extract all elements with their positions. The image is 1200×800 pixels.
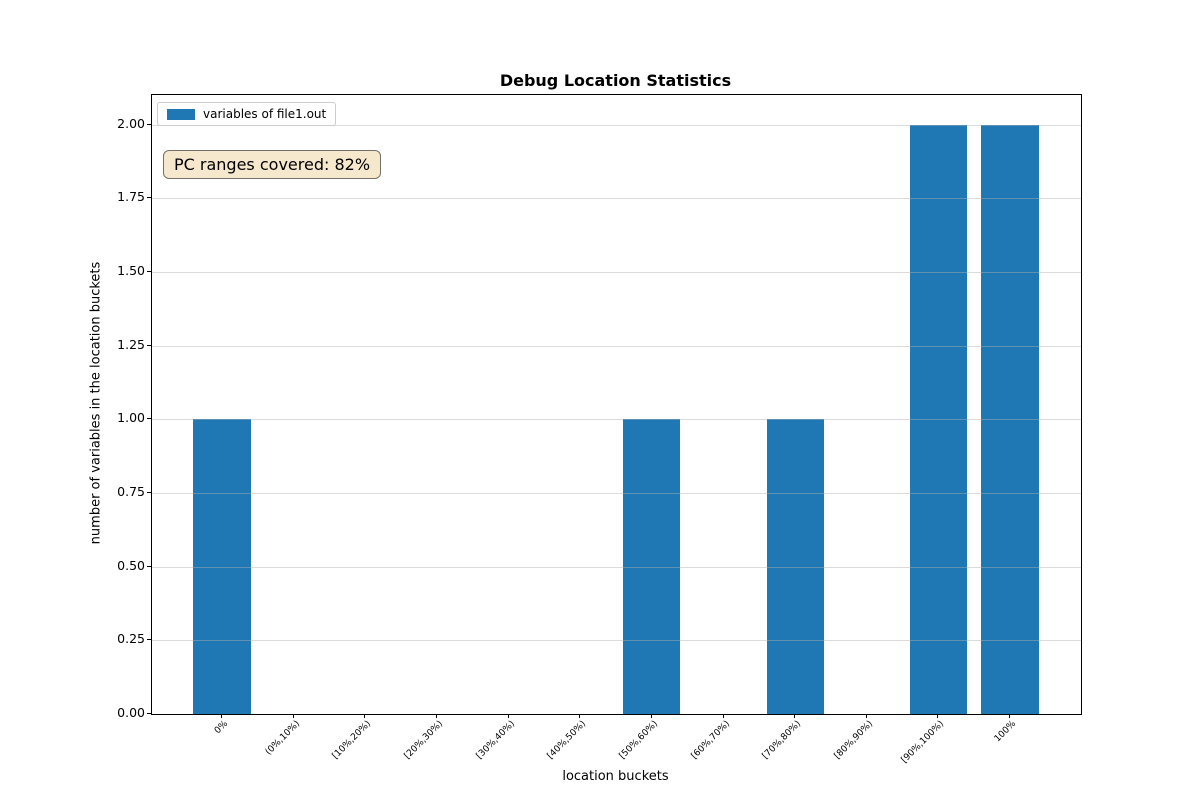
chart-title: Debug Location Statistics — [499, 71, 732, 90]
x-tick-label: [40%,50%) — [545, 719, 589, 762]
gridline — [152, 492, 1081, 494]
x-axis-label: location buckets — [562, 769, 669, 784]
bar-0% — [193, 419, 251, 714]
gridline — [152, 271, 1081, 273]
x-tick-label: (0%,10%) — [263, 719, 302, 758]
legend-swatch-icon — [167, 108, 195, 120]
annotation-pc-ranges: PC ranges covered: 82% — [163, 150, 382, 179]
y-tick-label: 1.25 — [117, 336, 145, 352]
x-tick-mark — [579, 714, 581, 718]
y-tick-label: 1.75 — [117, 189, 145, 205]
gridline — [152, 640, 1081, 642]
y-tick-mark — [147, 565, 151, 567]
y-tick-label: 0.50 — [117, 557, 145, 573]
x-tick-label: [90%,100%) — [900, 719, 947, 766]
y-tick-label: 1.50 — [117, 262, 145, 278]
x-tick-mark — [221, 714, 222, 718]
gridline — [152, 345, 1081, 347]
x-tick-mark — [435, 714, 437, 718]
legend: variables of file1.out — [157, 102, 337, 126]
x-tick-label: [50%,60%) — [617, 719, 660, 762]
x-tick-mark — [650, 714, 652, 718]
x-tick-label: [60%,70%) — [689, 719, 732, 762]
y-tick-label: 0.25 — [117, 631, 145, 647]
y-tick-label: 1.00 — [117, 410, 145, 426]
y-tick-label: 0.00 — [117, 705, 145, 720]
y-tick-mark — [147, 713, 151, 714]
y-tick-label: 2.00 — [117, 115, 145, 131]
x-tick-label: [10%,20%) — [331, 719, 374, 762]
x-tick-mark — [292, 714, 294, 718]
gridline — [152, 419, 1081, 421]
x-tick-mark — [937, 714, 939, 718]
x-tick-mark — [1009, 714, 1010, 718]
bar-100% — [981, 124, 1039, 714]
x-tick-mark — [364, 714, 366, 718]
gridline — [152, 124, 1081, 126]
gridline — [152, 566, 1081, 568]
x-tick-label: 0% — [212, 719, 231, 737]
x-tick-label: 100% — [992, 719, 1019, 745]
plot-area — [151, 94, 1082, 715]
x-tick-label: [20%,30%) — [402, 719, 445, 762]
y-tick-mark — [147, 639, 151, 641]
y-axis-label: number of variables in the location buck… — [88, 261, 104, 545]
y-tick-mark — [147, 270, 151, 272]
x-tick-label: [80%,90%) — [832, 719, 875, 762]
y-tick-mark — [147, 197, 151, 199]
x-tick-label: [70%,80%) — [760, 719, 804, 762]
y-tick-label: 0.75 — [117, 483, 145, 499]
x-tick-mark — [507, 714, 509, 718]
legend-label: variables of file1.out — [203, 107, 327, 121]
x-tick-label: [30%,40%) — [474, 719, 517, 762]
y-tick-mark — [147, 123, 151, 125]
y-tick-mark — [147, 418, 151, 420]
bar-[90%,100%) — [909, 124, 968, 714]
bar-[70%,80%) — [766, 419, 824, 714]
x-tick-mark — [722, 714, 724, 718]
y-tick-mark — [147, 344, 151, 346]
y-tick-mark — [147, 491, 151, 493]
bar-[50%,60%) — [623, 419, 681, 714]
gridline — [152, 198, 1081, 200]
x-tick-mark — [865, 714, 867, 718]
x-tick-mark — [794, 714, 796, 718]
